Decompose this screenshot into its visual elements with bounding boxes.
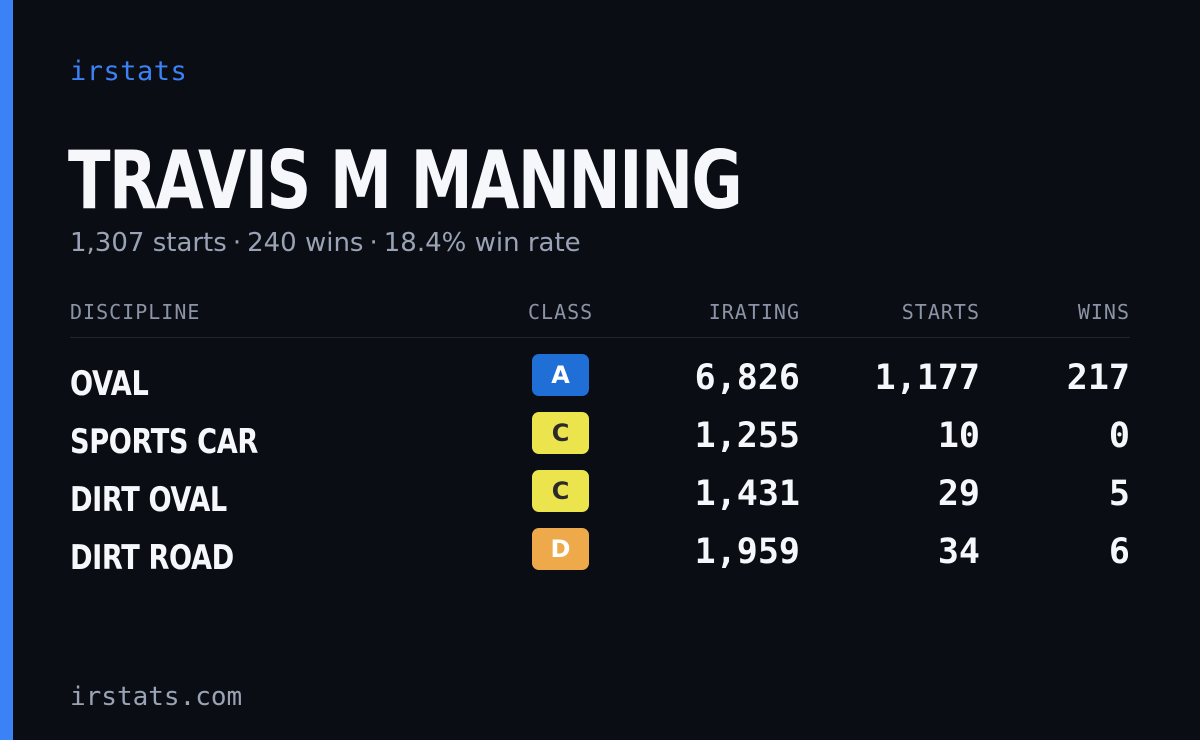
header-wins: WINS bbox=[1077, 300, 1130, 324]
starts-value: 34 bbox=[937, 532, 980, 572]
irating-value: 6,826 bbox=[694, 358, 800, 398]
header-discipline: DISCIPLINE bbox=[70, 300, 201, 324]
table-row: SPORTS CAR C 1,255 10 0 bbox=[70, 412, 1130, 468]
class-badge: C bbox=[532, 412, 589, 454]
class-badge: A bbox=[532, 354, 589, 396]
stats-table-header: DISCIPLINE CLASS IRATING STARTS WINS bbox=[70, 300, 1130, 338]
wins-value: 5 bbox=[1108, 474, 1130, 514]
wins-value: 0 bbox=[1108, 416, 1130, 456]
wins-count: 240 wins bbox=[247, 228, 364, 258]
wins-value: 217 bbox=[1066, 358, 1130, 398]
irating-value: 1,431 bbox=[694, 474, 800, 514]
brand-logo[interactable]: irstats bbox=[70, 56, 188, 87]
table-row: DIRT OVAL C 1,431 29 5 bbox=[70, 470, 1130, 526]
player-summary: 1,307 starts · 240 wins · 18.4% win rate bbox=[70, 228, 581, 258]
irating-value: 1,959 bbox=[694, 532, 800, 572]
player-name: TRAVIS M MANNING bbox=[68, 134, 743, 227]
discipline-name: SPORTS CAR bbox=[70, 422, 258, 462]
accent-bar bbox=[0, 0, 13, 740]
discipline-name: DIRT ROAD bbox=[70, 538, 234, 578]
table-row: DIRT ROAD D 1,959 34 6 bbox=[70, 528, 1130, 584]
discipline-name: OVAL bbox=[70, 364, 149, 404]
class-badge: D bbox=[532, 528, 589, 570]
win-rate: 18.4% win rate bbox=[383, 228, 581, 258]
separator-dot: · bbox=[369, 228, 378, 258]
starts-value: 29 bbox=[937, 474, 980, 514]
footer-url[interactable]: irstats.com bbox=[70, 682, 243, 712]
header-starts: STARTS bbox=[901, 300, 980, 324]
starts-count: 1,307 starts bbox=[70, 228, 227, 258]
header-irating: IRATING bbox=[708, 300, 800, 324]
header-class: CLASS bbox=[528, 300, 594, 324]
class-badge: C bbox=[532, 470, 589, 512]
wins-value: 6 bbox=[1108, 532, 1130, 572]
separator-dot: · bbox=[232, 228, 242, 258]
discipline-name: DIRT OVAL bbox=[70, 480, 227, 520]
table-row: OVAL A 6,826 1,177 217 bbox=[70, 354, 1130, 410]
starts-value: 1,177 bbox=[874, 358, 980, 398]
irating-value: 1,255 bbox=[694, 416, 800, 456]
starts-value: 10 bbox=[937, 416, 980, 456]
